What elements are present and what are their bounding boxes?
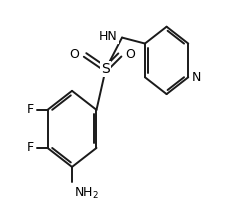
Text: O: O (70, 48, 80, 62)
Text: N: N (192, 71, 201, 84)
Text: F: F (26, 141, 33, 154)
Text: O: O (125, 48, 135, 62)
Text: F: F (26, 103, 33, 116)
Text: S: S (101, 62, 110, 76)
Text: HN: HN (99, 30, 118, 43)
Text: NH$_2$: NH$_2$ (74, 186, 99, 200)
